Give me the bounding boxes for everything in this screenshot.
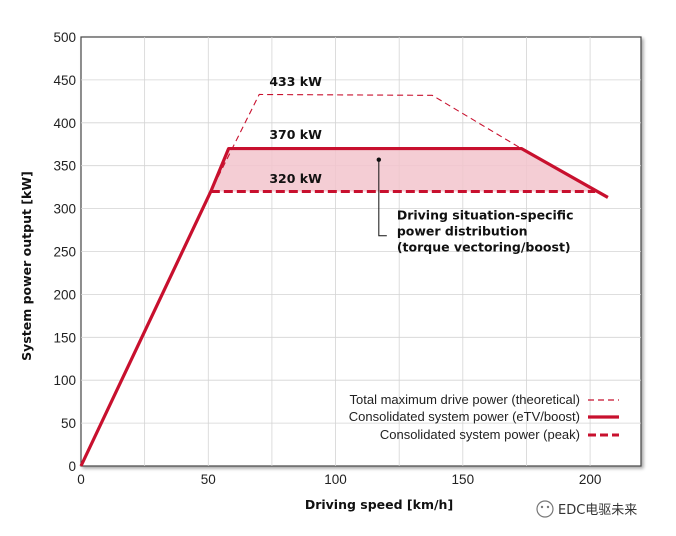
y-tick-label-400: 400 — [53, 116, 76, 131]
legend: Total maximum drive power (theoretical) … — [349, 392, 619, 442]
watermark-text: EDC电驱未来 — [558, 503, 637, 518]
shaded-area — [210, 148, 596, 192]
x-axis-title: Driving speed [km/h] — [305, 497, 453, 512]
wechat-icon — [536, 500, 554, 518]
y-tick-label-50: 50 — [61, 416, 76, 431]
callout-leader — [378, 159, 387, 237]
annotations: 433 kW 370 kW 320 kW Driving situation-s… — [269, 74, 573, 255]
y-tick-label-200: 200 — [53, 287, 76, 302]
x-tick-labels: 0 50 100 150 200 — [77, 472, 601, 487]
annotation-370kw: 370 kW — [269, 127, 322, 142]
y-tick-label-450: 450 — [53, 73, 76, 88]
x-tick-label-0: 0 — [77, 472, 85, 487]
x-tick-label-200: 200 — [579, 472, 602, 487]
y-tick-label-350: 350 — [53, 159, 76, 174]
y-tick-label-250: 250 — [53, 245, 76, 260]
y-tick-label-150: 150 — [53, 330, 76, 345]
x-tick-label-100: 100 — [324, 472, 347, 487]
callout-line-1: Driving situation-specific — [397, 208, 574, 223]
y-axis-title: System power output [kW] — [19, 171, 34, 361]
shaded-region — [210, 148, 596, 192]
wechat-icon-dot — [540, 505, 544, 509]
annotation-320kw: 320 kW — [269, 171, 322, 186]
legend-label-peak: Consolidated system power (peak) — [380, 427, 580, 442]
grid — [81, 37, 641, 466]
series-group — [79, 93, 609, 467]
series-line-1 — [79, 146, 609, 467]
x-tick-label-150: 150 — [452, 472, 475, 487]
callout-line-3: (torque vectoring/boost) — [397, 240, 571, 255]
legend-label-etv-boost: Consolidated system power (eTV/boost) — [349, 409, 580, 424]
watermark: EDC电驱未来 — [536, 500, 637, 518]
callout-line-2: power distribution — [397, 224, 528, 239]
x-tick-label-50: 50 — [201, 472, 216, 487]
annotation-433kw: 433 kW — [269, 74, 322, 89]
y-tick-label-100: 100 — [53, 373, 76, 388]
y-tick-label-300: 300 — [53, 202, 76, 217]
wechat-icon-dot-2 — [546, 505, 550, 509]
y-tick-label-500: 500 — [53, 30, 76, 45]
y-tick-label-0: 0 — [68, 459, 76, 474]
legend-label-theoretical: Total maximum drive power (theoretical) — [350, 392, 580, 407]
y-tick-labels: 0 50 100 150 200 250 300 350 400 450 500 — [53, 30, 76, 474]
